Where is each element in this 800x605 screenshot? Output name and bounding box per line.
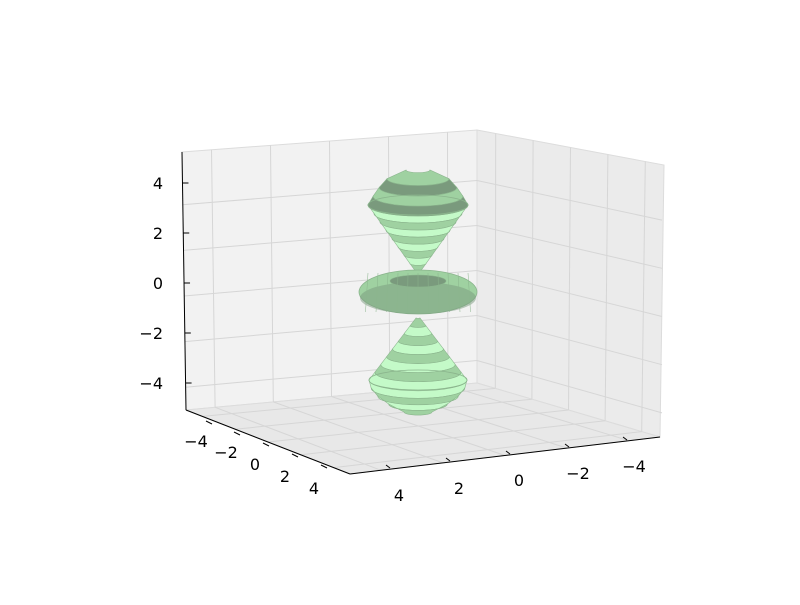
- y-tick: [292, 454, 298, 457]
- x-tick-label: 0: [514, 471, 524, 490]
- z-tick-label: 0: [153, 274, 163, 293]
- y-tick-label: 2: [280, 467, 290, 486]
- x-tick-label: −4: [622, 457, 646, 476]
- torus-surface: [359, 270, 477, 314]
- y-tick-label: −4: [184, 432, 208, 451]
- y-tick: [263, 443, 269, 446]
- z-tick-label: −4: [139, 374, 163, 393]
- z-tick-label: −2: [139, 324, 163, 343]
- z-tick-label: 4: [153, 174, 163, 193]
- x-tick-label: 2: [454, 479, 464, 498]
- z-tick-label: 2: [153, 224, 163, 243]
- y-tick-label: 4: [309, 479, 319, 498]
- y-tick: [321, 465, 327, 468]
- x-tick-label: 4: [394, 486, 404, 505]
- x-tick-label: −2: [566, 464, 590, 483]
- y-tick-label: 0: [250, 455, 260, 474]
- y-tick: [206, 421, 212, 424]
- y-tick: [234, 432, 240, 435]
- y-tick-label: −2: [214, 443, 238, 462]
